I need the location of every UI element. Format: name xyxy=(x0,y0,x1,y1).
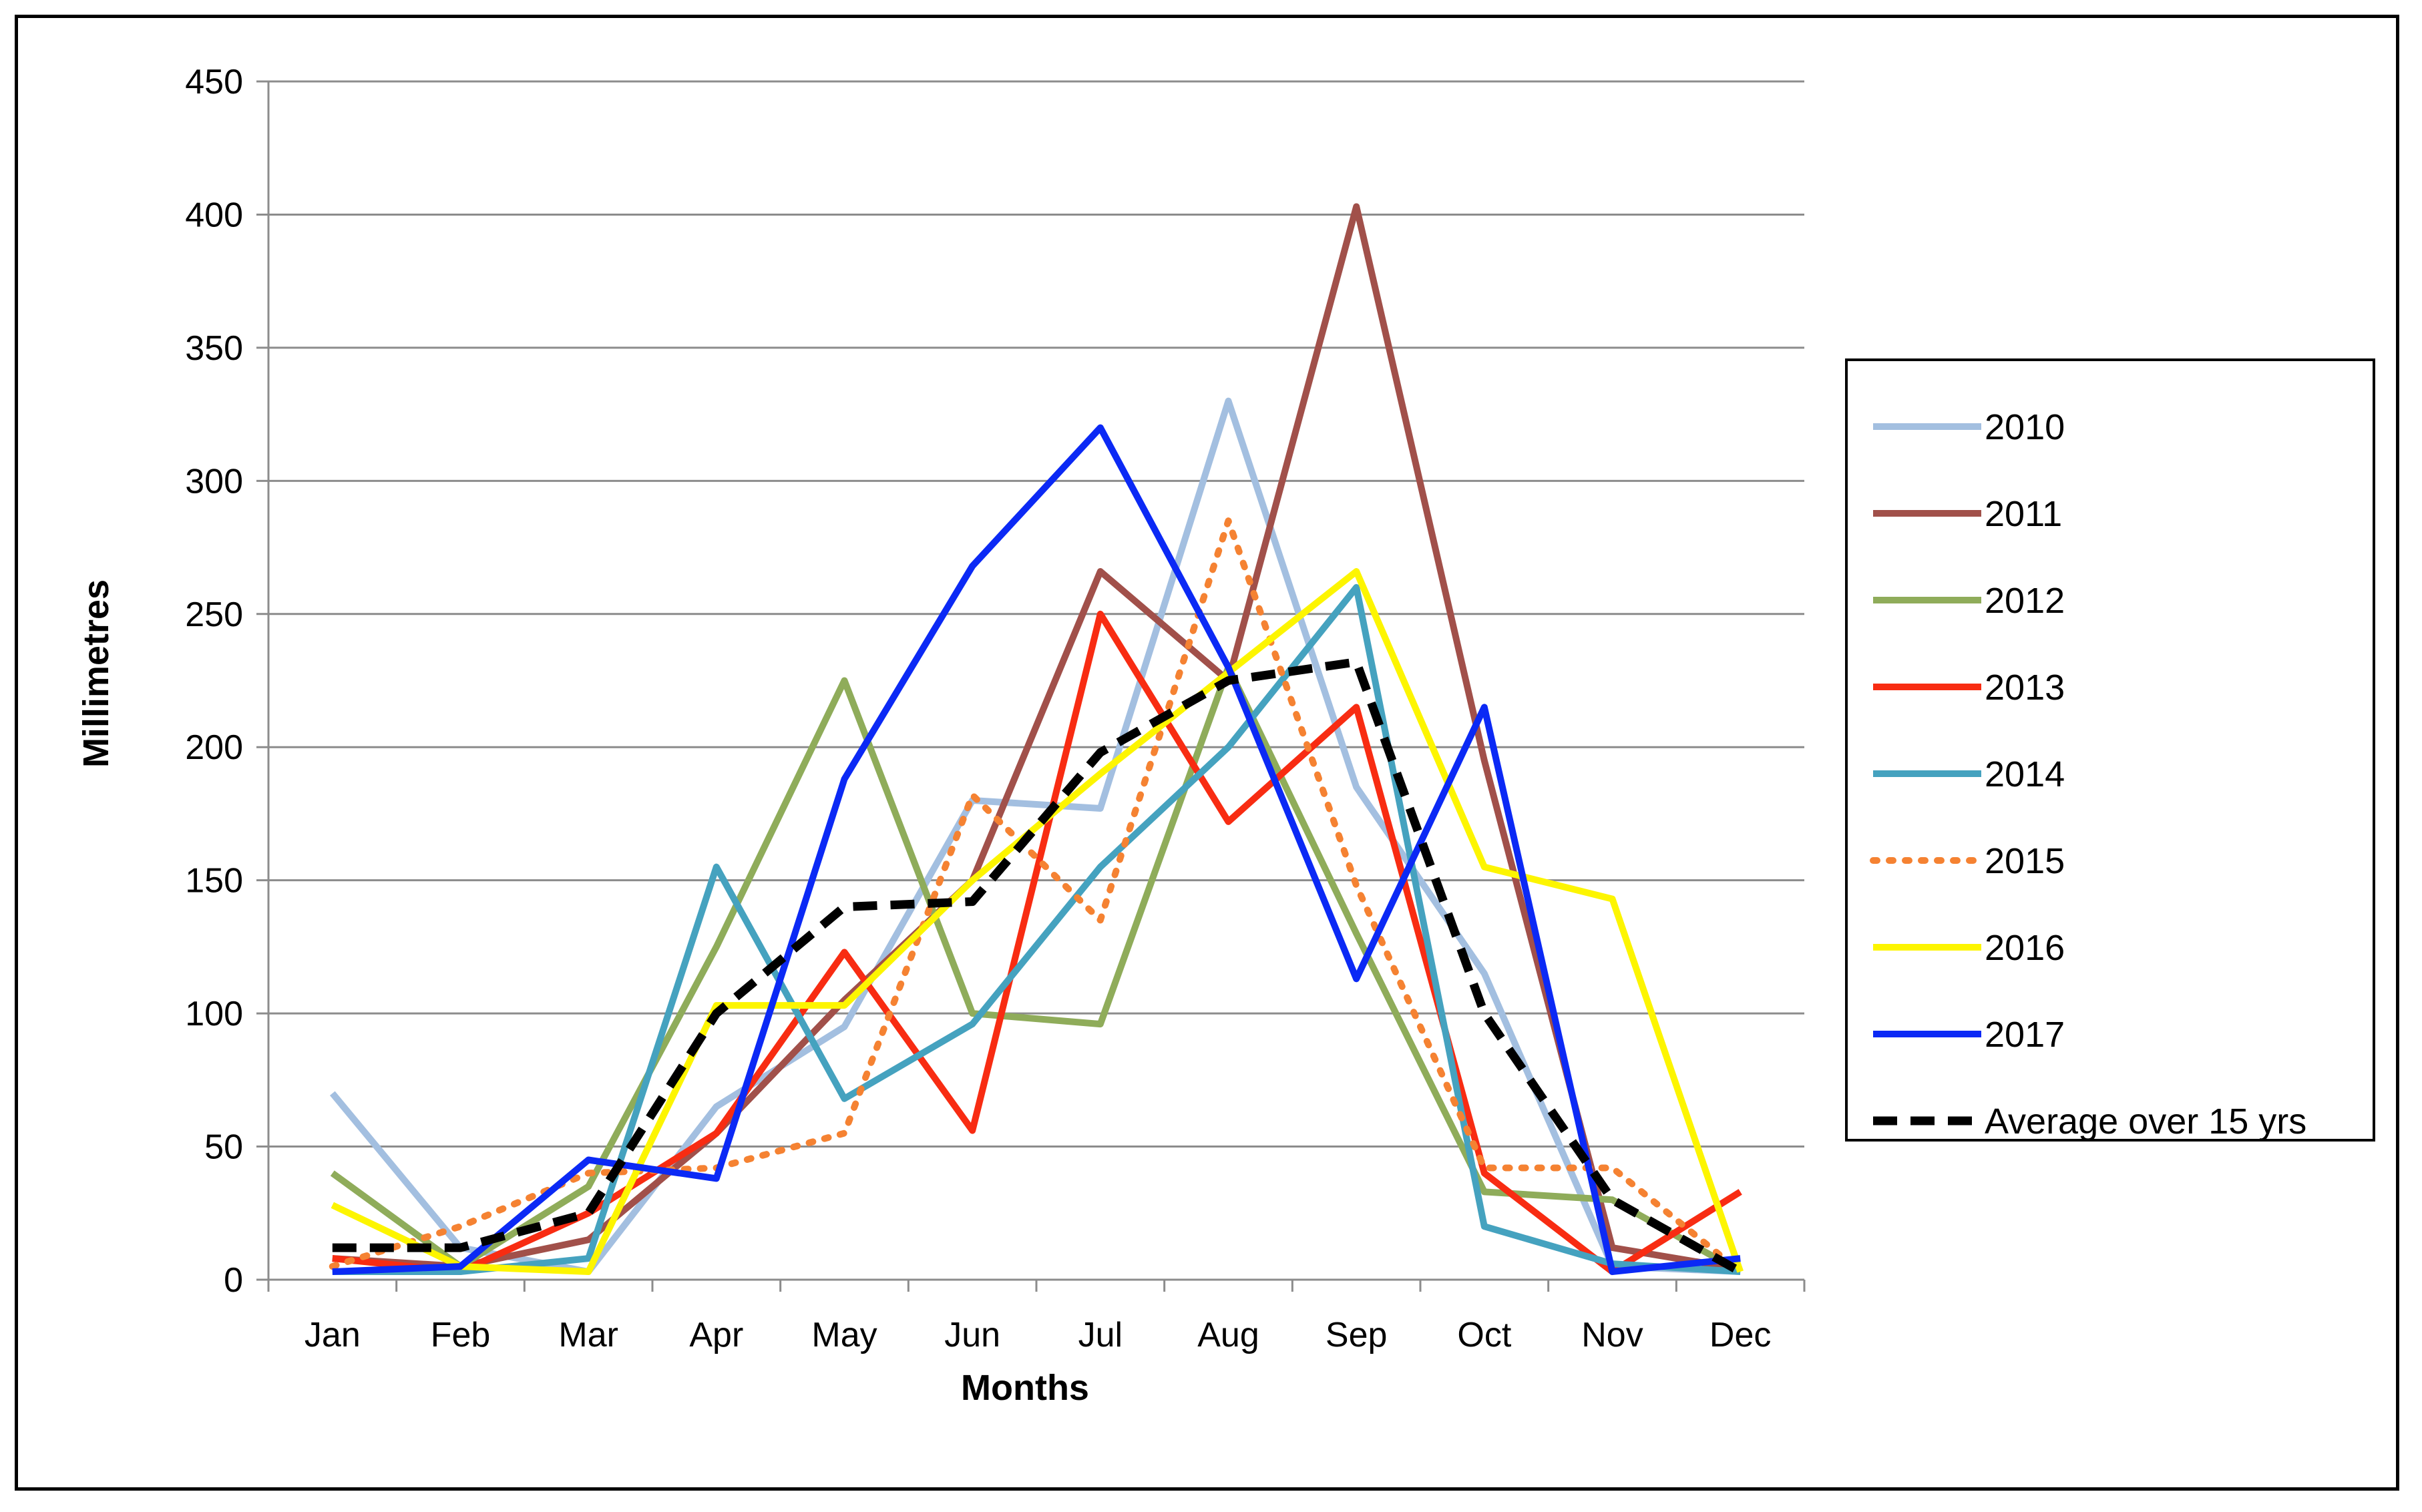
legend-label: Average over 15 yrs xyxy=(1985,1101,2306,1142)
series-lines xyxy=(329,203,1744,1276)
x-axis-title: Months xyxy=(961,1368,1089,1408)
y-axis-title: Millimetres xyxy=(76,579,116,768)
x-tick-label-jun: Jun xyxy=(944,1316,1000,1354)
y-tick-label: 400 xyxy=(185,196,243,234)
x-tick-label-mar: Mar xyxy=(558,1316,618,1354)
series-line-average-over-15-yrs xyxy=(332,658,1743,1276)
series-line-2012 xyxy=(330,664,1742,1275)
y-tick-label: 300 xyxy=(185,462,243,501)
series-line-2014 xyxy=(332,583,1741,1275)
series-line-2016 xyxy=(331,568,1744,1275)
legend-label: 2013 xyxy=(1985,668,2065,708)
gridlines xyxy=(268,80,1804,1148)
series-line-2011 xyxy=(332,203,1742,1272)
legend-label: 2015 xyxy=(1985,841,2065,881)
axes xyxy=(256,80,1806,1292)
chart-frame: 0 50 100 150 200 250 300 350 400 450 Jan Feb Mar Apr M… xyxy=(15,15,2399,1491)
y-tick-label: 0 xyxy=(224,1261,243,1300)
x-tick-label-oct: Oct xyxy=(1457,1316,1511,1354)
x-tick-label-jul: Jul xyxy=(1078,1316,1123,1354)
tick-labels: 0 50 100 150 200 250 300 350 400 450 Jan Feb Mar Apr M… xyxy=(185,63,1771,1354)
legend-label: 2010 xyxy=(1985,407,2065,447)
series-line-2010 xyxy=(329,397,1741,1275)
series-line-2015 xyxy=(329,517,1744,1275)
x-tick-label-dec: Dec xyxy=(1709,1316,1771,1354)
series-line-2017 xyxy=(332,424,1741,1275)
y-tick-label: 200 xyxy=(185,728,243,767)
y-tick-label: 100 xyxy=(185,995,243,1033)
y-tick-label: 450 xyxy=(185,63,243,101)
legend: 2010 2011 2012 2013 2014 2015 2016 2017 Average … xyxy=(1845,358,2375,1142)
x-tick-label-apr: Apr xyxy=(689,1316,743,1354)
x-tick-label-sep: Sep xyxy=(1326,1316,1388,1354)
x-tick-label-jan: Jan xyxy=(305,1316,361,1354)
y-tick-label: 150 xyxy=(185,862,243,901)
legend-label: 2011 xyxy=(1985,494,2062,534)
legend-label: 2016 xyxy=(1985,928,2065,968)
x-tick-label-aug: Aug xyxy=(1197,1316,1259,1354)
y-tick-label: 50 xyxy=(204,1128,243,1167)
y-tick-label: 250 xyxy=(185,595,243,634)
legend-label: 2017 xyxy=(1985,1015,2065,1055)
legend-box xyxy=(1845,358,2375,1142)
line-chart: 0 50 100 150 200 250 300 350 400 450 Jan Feb Mar Apr M… xyxy=(76,63,2375,1408)
x-tick-label-nov: Nov xyxy=(1581,1316,1643,1354)
legend-label: 2012 xyxy=(1985,581,2065,621)
legend-label: 2014 xyxy=(1985,754,2065,794)
y-tick-label: 350 xyxy=(185,329,243,368)
x-tick-label-feb: Feb xyxy=(431,1316,491,1354)
x-tick-label-may: May xyxy=(811,1316,877,1354)
